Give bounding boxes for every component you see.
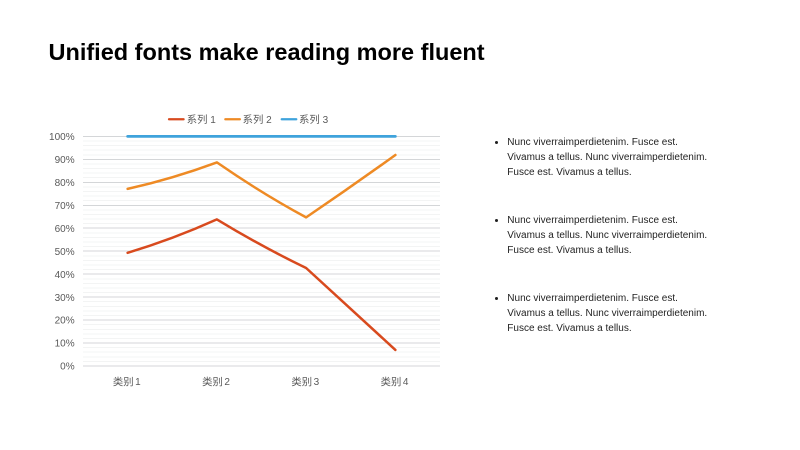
svg-text:70%: 70% — [55, 201, 75, 212]
svg-text:20%: 20% — [55, 316, 75, 327]
svg-text:1: 1 — [135, 377, 141, 388]
svg-text:60%: 60% — [55, 224, 75, 235]
svg-text:30%: 30% — [55, 293, 75, 304]
svg-text:2: 2 — [266, 115, 272, 126]
svg-text:3: 3 — [323, 115, 329, 126]
svg-text:40%: 40% — [55, 270, 75, 281]
svg-text:4: 4 — [403, 377, 409, 388]
svg-text:50%: 50% — [55, 247, 75, 258]
svg-text:10%: 10% — [55, 339, 75, 350]
svg-text:100%: 100% — [49, 132, 75, 143]
svg-text:0%: 0% — [60, 362, 75, 373]
svg-text:3: 3 — [314, 377, 320, 388]
svg-text:2: 2 — [224, 377, 230, 388]
svg-text:90%: 90% — [55, 155, 75, 166]
svg-text:80%: 80% — [55, 178, 75, 189]
svg-text:1: 1 — [210, 115, 216, 126]
